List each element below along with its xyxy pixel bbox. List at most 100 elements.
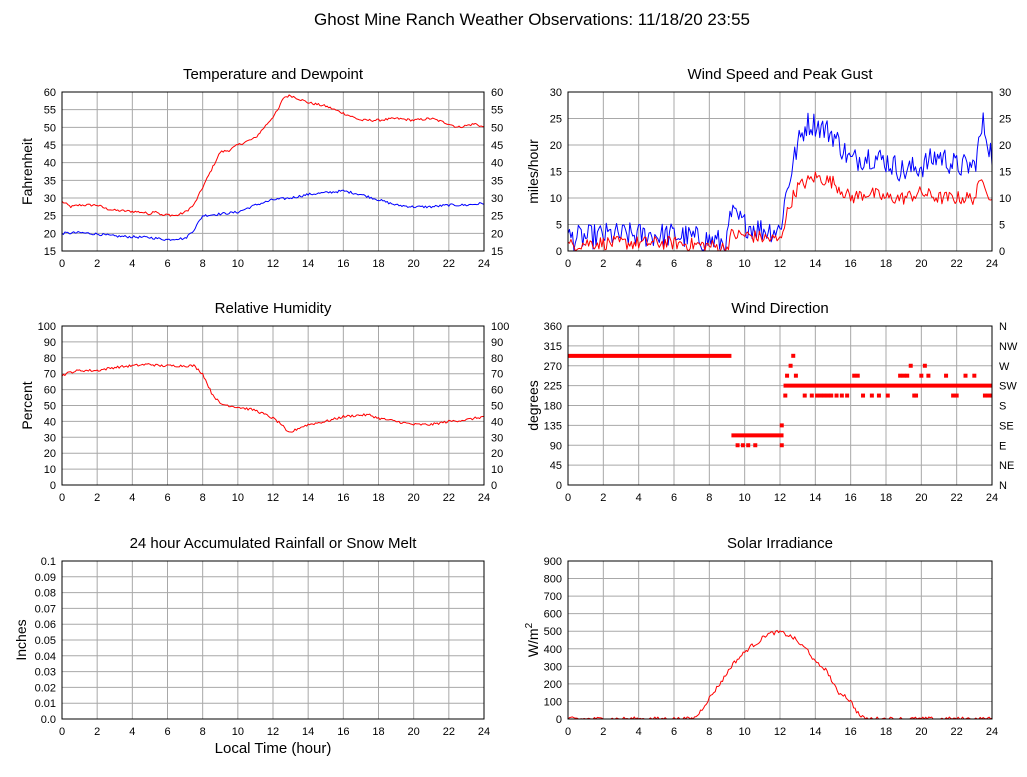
- direction-point: [869, 393, 874, 398]
- y-tick-label-right: 80: [491, 353, 503, 365]
- y-tick-label: 0.09: [35, 572, 56, 584]
- x-tick-label: 18: [372, 726, 384, 738]
- x-tick-label: 18: [880, 492, 892, 504]
- y-tick-label-right: 25: [491, 211, 503, 223]
- direction-point: [753, 443, 758, 448]
- x-tick-label: 24: [478, 258, 490, 270]
- y-tick-label: 0.02: [35, 682, 56, 694]
- x-tick-label: 12: [267, 258, 279, 270]
- y-tick-label: 0: [50, 480, 56, 492]
- y-tick-label: 135: [544, 420, 562, 432]
- data-layer: [568, 112, 992, 252]
- y-tick-label: 270: [544, 361, 562, 373]
- x-tick-label: 24: [478, 492, 490, 504]
- x-tick-label: 14: [302, 726, 314, 738]
- y-tick-label-right: 60: [491, 87, 503, 99]
- y-tick-label-right: 10: [999, 193, 1011, 205]
- y-axis-label: W/m2: [524, 622, 541, 657]
- direction-point: [901, 373, 906, 378]
- y-tick-label: 315: [544, 341, 562, 353]
- y-tick-label: 70: [44, 369, 56, 381]
- y-tick-label: 20: [550, 140, 562, 152]
- x-tick-label: 22: [951, 726, 963, 738]
- y-tick-label: 30: [550, 87, 562, 99]
- y-tick-label: 55: [44, 105, 56, 117]
- x-tick-label: 22: [951, 492, 963, 504]
- x-tick-label: 12: [774, 258, 786, 270]
- y-tick-label: 225: [544, 381, 562, 393]
- y-tick-label: 50: [44, 401, 56, 413]
- x-tick-label: 18: [372, 492, 384, 504]
- y-tick-label-right: 90: [491, 337, 503, 349]
- y-tick-label: 30: [44, 432, 56, 444]
- y-tick-label: 0.1: [41, 556, 56, 568]
- y-tick-label: 40: [44, 416, 56, 428]
- x-tick-label: 4: [636, 726, 642, 738]
- direction-point: [788, 363, 793, 368]
- direction-point: [990, 393, 992, 398]
- y-tick-label-right: NE: [999, 460, 1014, 472]
- y-tick-label: 0: [556, 480, 562, 492]
- series-line-dewpoint: [62, 189, 484, 241]
- x-tick-label: 2: [94, 726, 100, 738]
- x-tick-label: 10: [232, 258, 244, 270]
- y-tick-label-right: 50: [491, 122, 503, 134]
- y-tick-label: 500: [544, 626, 562, 638]
- y-tick-label: 200: [544, 679, 562, 691]
- y-tick-label: 300: [544, 661, 562, 673]
- plot-frame: [567, 560, 993, 720]
- x-tick-label: 16: [845, 492, 857, 504]
- x-tick-label: 14: [809, 726, 821, 738]
- x-tick-label: 2: [94, 492, 100, 504]
- x-tick-label: 14: [302, 492, 314, 504]
- x-tick-label: 2: [94, 258, 100, 270]
- y-tick-label: 0.07: [35, 603, 56, 615]
- direction-point: [919, 373, 924, 378]
- y-tick-label-right: N: [999, 321, 1007, 333]
- x-tick-label: 0: [565, 258, 571, 270]
- direction-point: [972, 373, 977, 378]
- x-tick-label: 12: [774, 726, 786, 738]
- x-tick-label: 20: [915, 258, 927, 270]
- y-tick-label: 180: [544, 401, 562, 413]
- series-line-temperature: [62, 94, 484, 217]
- x-tick-label: 0: [59, 492, 65, 504]
- y-tick-label-right: 20: [491, 448, 503, 460]
- x-tick-label: 22: [443, 492, 455, 504]
- y-tick-label: 10: [550, 193, 562, 205]
- x-tick-label: 6: [164, 726, 170, 738]
- x-tick-label: 8: [706, 726, 712, 738]
- x-tick-label: 20: [408, 726, 420, 738]
- y-tick-label: 800: [544, 574, 562, 586]
- chart-title: 24 hour Accumulated Rainfall or Snow Mel…: [130, 535, 418, 552]
- direction-point: [898, 373, 903, 378]
- x-tick-label: 14: [809, 492, 821, 504]
- x-tick-label: 4: [129, 726, 135, 738]
- y-axis-label: Fahrenheit: [19, 138, 35, 205]
- x-tick-label: 4: [129, 258, 135, 270]
- direction-point: [735, 443, 740, 448]
- data-layer: [62, 363, 484, 433]
- x-tick-label: 8: [200, 492, 206, 504]
- x-tick-label: 8: [706, 258, 712, 270]
- x-tick-label: 20: [408, 258, 420, 270]
- y-tick-label-right: 25: [999, 114, 1011, 126]
- y-tick-label: 25: [550, 114, 562, 126]
- direction-point: [908, 363, 913, 368]
- plot-frame: [61, 325, 485, 486]
- direction-point: [809, 393, 814, 398]
- y-axis-label-superscript: 2: [524, 622, 535, 628]
- direction-point: [876, 393, 881, 398]
- y-tick-label: 15: [44, 246, 56, 258]
- chart-title: Wind Direction: [731, 300, 829, 317]
- x-tick-label: 18: [880, 726, 892, 738]
- direction-point: [740, 443, 745, 448]
- y-tick-label-right: 35: [491, 175, 503, 187]
- y-axis-label: Percent: [19, 381, 35, 429]
- chart-rain: 24 hour Accumulated Rainfall or Snow Mel…: [13, 535, 490, 738]
- y-tick-label: 5: [556, 220, 562, 232]
